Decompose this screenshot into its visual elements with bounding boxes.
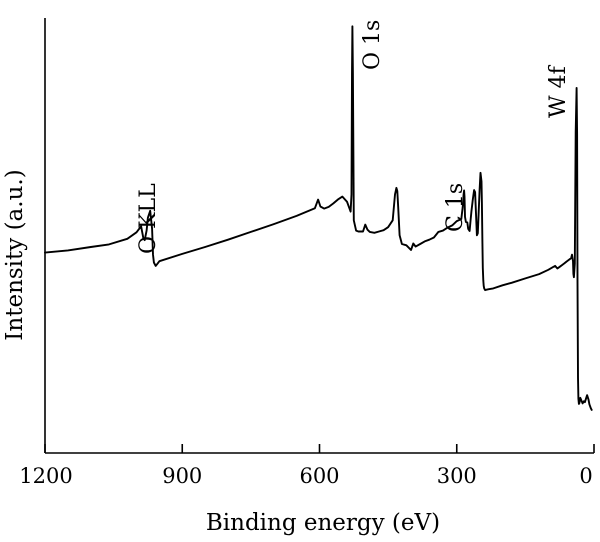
peak-label: W 4f [546, 64, 571, 118]
plot-frame [44, 18, 594, 454]
x-tick-label: 300 [437, 464, 477, 488]
x-tick-label: 900 [162, 464, 202, 488]
x-tick-label: 600 [299, 464, 339, 488]
x-tick-label: 0 [579, 464, 592, 488]
x-tick-label: 1200 [19, 464, 72, 488]
peak-annotations: O KLL O 1s C 1s W 4f [136, 20, 571, 254]
series-line [44, 25, 593, 411]
peak-label: C 1s [443, 183, 468, 232]
x-ticks [44, 444, 595, 453]
peak-label: O KLL [136, 183, 161, 254]
x-tick-labels: 1200 900 600 300 0 [19, 464, 592, 488]
peak-label: O 1s [360, 20, 385, 70]
x-axis-title: Binding energy (eV) [206, 510, 440, 536]
y-axis-title: Intensity (a.u.) [2, 169, 28, 340]
